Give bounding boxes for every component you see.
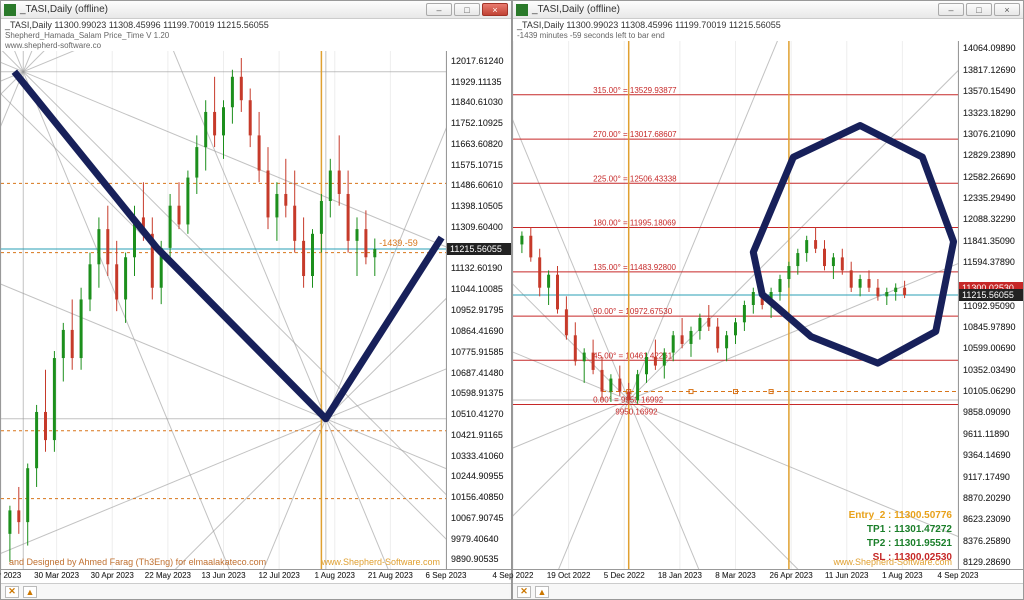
- left-window: _TASI,Daily (offline) – □ × _TASI,Daily …: [0, 0, 512, 600]
- svg-text:270.00° = 13017.68607: 270.00° = 13017.68607: [593, 130, 677, 139]
- minimize-button[interactable]: –: [938, 3, 964, 16]
- svg-text:0.00° = 9950.16992: 0.00° = 9950.16992: [593, 396, 664, 405]
- expand-icon[interactable]: ✕: [5, 586, 19, 598]
- chart-plot-right[interactable]: 315.00° = 13529.93877 270.00° = 13017.686…: [513, 41, 959, 569]
- countdown-text: -1439 minutes -59 seconds left to bar en…: [513, 31, 1023, 41]
- close-button[interactable]: ×: [994, 3, 1020, 16]
- tp2-line: TP2 : 11301.95521: [849, 537, 952, 551]
- titlebar-right[interactable]: _TASI,Daily (offline) – □ ×: [513, 1, 1023, 19]
- chart-icon: [516, 4, 528, 16]
- svg-text:225.00° = 12506.43338: 225.00° = 12506.43338: [593, 174, 677, 183]
- y-axis-right: 14064.0989013817.1269013570.1549013323.1…: [959, 41, 1023, 569]
- svg-text:315.00° = 13529.93877: 315.00° = 13529.93877: [593, 86, 677, 95]
- maximize-button[interactable]: □: [966, 3, 992, 16]
- indicator-name: Shepherd_Hamada_Salam Price_Time V 1.20: [1, 31, 511, 41]
- website-link: www.shepherd-software.co: [1, 41, 511, 51]
- y-axis-left: 12017.6124011929.1113511840.6103011752.1…: [447, 51, 511, 569]
- right-window: _TASI,Daily (offline) – □ × _TASI,Daily …: [512, 0, 1024, 600]
- svg-text:-1439.-59: -1439.-59: [379, 238, 418, 248]
- marker-icon[interactable]: ▲: [535, 586, 549, 598]
- expand-icon[interactable]: ✕: [517, 586, 531, 598]
- x-axis-right: 4 Sep 202219 Oct 20225 Dec 202218 Jan 20…: [513, 569, 1023, 583]
- svg-text:135.00° = 11483.92800: 135.00° = 11483.92800: [593, 263, 676, 272]
- credit-text: and Designed by Ahmed Farag (Th3Eng) for…: [9, 557, 266, 567]
- close-button[interactable]: ×: [482, 3, 508, 16]
- window-title: _TASI,Daily (offline): [20, 4, 426, 15]
- window-title: _TASI,Daily (offline): [532, 4, 938, 15]
- bottom-bar-left: ✕ ▲: [1, 583, 511, 599]
- marker-icon[interactable]: ▲: [23, 586, 37, 598]
- bottom-bar-right: ✕ ▲: [513, 583, 1023, 599]
- x-axis-left: 8 Mar 202330 Mar 202330 Apr 202322 May 2…: [1, 569, 511, 583]
- svg-text:9950.16992: 9950.16992: [615, 408, 658, 417]
- svg-text:180.00° = 11995.18069: 180.00° = 11995.18069: [593, 219, 676, 228]
- ohlc-info: _TASI,Daily 11300.99023 11308.45996 1119…: [513, 19, 1023, 31]
- watermark: www.Shepherd-Software.com: [833, 557, 952, 567]
- minimize-button[interactable]: –: [426, 3, 452, 16]
- tp1-line: TP1 : 11301.47272: [849, 523, 952, 537]
- chart-plot-left[interactable]: -1439.-59 and Designed by Ahmed Farag (T…: [1, 51, 447, 569]
- entry-line: Entry_2 : 11300.50776: [849, 509, 952, 523]
- svg-text:45.00° = 10461.42261: 45.00° = 10461.42261: [593, 351, 673, 360]
- svg-text:90.00° = 10972.67530: 90.00° = 10972.67530: [593, 307, 673, 316]
- maximize-button[interactable]: □: [454, 3, 480, 16]
- chart-icon: [4, 4, 16, 16]
- ohlc-info: _TASI,Daily 11300.99023 11308.45996 1119…: [1, 19, 511, 31]
- watermark: www.Shepherd-Software.com: [321, 557, 440, 567]
- titlebar-left[interactable]: _TASI,Daily (offline) – □ ×: [1, 1, 511, 19]
